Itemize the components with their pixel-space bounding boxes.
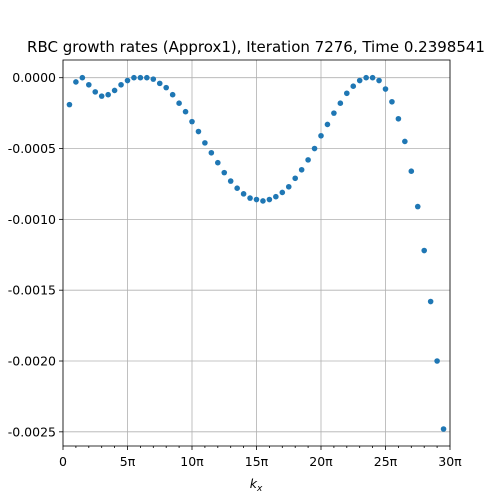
data-point xyxy=(279,189,286,196)
x-tick-label: 10π xyxy=(180,454,204,469)
data-point xyxy=(79,74,86,81)
data-point xyxy=(208,149,215,156)
data-point xyxy=(376,77,382,84)
data-point xyxy=(305,157,311,163)
data-point xyxy=(66,101,73,108)
data-point xyxy=(260,198,266,204)
y-tick-label: 0.0000 xyxy=(12,70,56,85)
data-point xyxy=(234,185,240,191)
data-point xyxy=(337,100,344,107)
x-tick-label: 5π xyxy=(120,454,136,469)
data-point xyxy=(311,145,318,152)
x-tick-label: 30π xyxy=(438,454,462,469)
data-point xyxy=(356,77,363,84)
chart-title: RBC growth rates (Approx1), Iteration 72… xyxy=(27,38,485,56)
data-point xyxy=(150,76,157,82)
data-point xyxy=(169,91,176,98)
data-point xyxy=(202,140,208,146)
data-point xyxy=(105,91,111,98)
data-point xyxy=(395,115,402,122)
data-point xyxy=(182,108,189,115)
data-point xyxy=(266,196,273,203)
data-point xyxy=(92,89,99,95)
x-tick-label: 25π xyxy=(374,454,398,469)
data-point xyxy=(111,87,118,94)
data-point xyxy=(98,93,105,99)
data-point xyxy=(421,247,428,254)
data-point xyxy=(285,183,292,190)
x-tick-label: 20π xyxy=(309,454,333,469)
data-point xyxy=(408,168,415,174)
data-point xyxy=(247,195,253,201)
data-point xyxy=(318,132,324,139)
data-point xyxy=(73,79,79,85)
data-point xyxy=(221,169,228,176)
y-tick-label: -0.0010 xyxy=(8,212,56,227)
data-point xyxy=(440,426,447,432)
data-point xyxy=(382,86,389,92)
data-point xyxy=(427,298,434,305)
data-point xyxy=(331,110,337,116)
data-point xyxy=(350,83,357,90)
x-tick-label: 15π xyxy=(245,454,269,469)
data-point xyxy=(324,121,331,128)
data-point xyxy=(86,81,92,88)
data-point xyxy=(253,196,260,203)
data-point xyxy=(124,77,131,84)
data-point xyxy=(195,128,202,135)
data-point xyxy=(144,74,150,81)
data-point xyxy=(215,159,221,166)
data-point xyxy=(118,81,124,88)
data-point xyxy=(227,178,234,184)
data-point xyxy=(389,98,395,105)
data-point xyxy=(131,74,137,81)
y-tick-label: -0.0020 xyxy=(8,354,56,369)
data-point xyxy=(298,166,305,173)
data-point xyxy=(402,138,408,145)
data-point xyxy=(137,74,144,81)
data-point xyxy=(292,175,299,182)
data-point xyxy=(344,90,350,97)
y-tick-label: -0.0005 xyxy=(8,141,56,156)
data-point xyxy=(363,74,369,81)
y-tick-label: -0.0025 xyxy=(8,424,56,439)
x-axis-label: kx xyxy=(250,476,263,494)
x-tick-label: 0 xyxy=(59,454,67,469)
data-point xyxy=(369,74,376,81)
data-point xyxy=(434,358,440,364)
data-point xyxy=(273,193,279,200)
y-tick-label: -0.0015 xyxy=(8,283,56,298)
axis-ticks: 0 5π 10π 15π 20π 25π 30π 0.0000 -0.0005 -0.0010 -0… xyxy=(8,70,462,469)
data-point xyxy=(189,118,195,125)
data-point xyxy=(414,203,421,210)
data-point xyxy=(156,80,163,87)
data-point xyxy=(163,84,169,91)
data-points xyxy=(66,74,447,432)
data-point xyxy=(176,100,182,107)
data-point xyxy=(240,191,247,197)
